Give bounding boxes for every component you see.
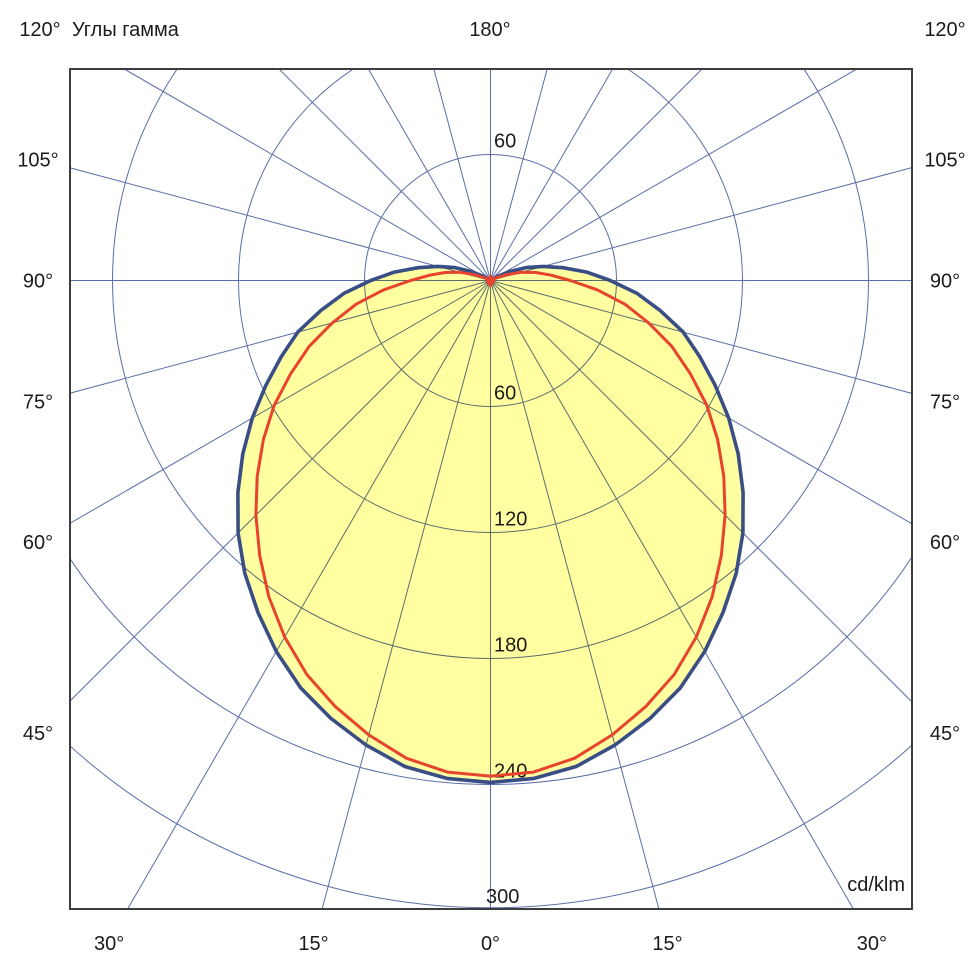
grid-ray (490, 280, 912, 394)
gamma-label-right: 75° (930, 392, 960, 414)
gamma-label-bottom: 15° (298, 933, 328, 955)
grid-ray (490, 69, 858, 281)
grid-ray (70, 280, 491, 394)
radial-tick-label: 240 (494, 761, 527, 783)
intensity-curve-red (254, 270, 727, 778)
gamma-label-right: 60° (930, 532, 960, 554)
gamma-label-top-left: 120° (19, 19, 61, 41)
grid-ray (490, 69, 548, 281)
grid-ray (433, 69, 491, 281)
unit-label: cd/klm (847, 874, 905, 896)
gamma-label-left: 60° (23, 532, 53, 554)
gamma-label-top-right: 120° (924, 19, 966, 41)
radial-tick-label: 300 (486, 886, 519, 908)
gamma-label-bottom: 30° (94, 933, 124, 955)
gamma-label-bottom: 0° (481, 933, 500, 955)
radial-tick-label: 180 (494, 635, 527, 657)
gamma-label-left: 105° (17, 149, 58, 171)
grid-ray (490, 69, 703, 281)
beam-area-fill (237, 266, 744, 783)
grid-ray (278, 69, 491, 281)
gamma-label-right: 105° (924, 149, 965, 171)
radial-tick-label: 60 (494, 383, 516, 405)
gamma-label-bottom: 30° (857, 933, 887, 955)
grid-ray (367, 69, 491, 281)
gamma-label-right: 45° (930, 723, 960, 745)
radial-tick-label: 120 (494, 509, 527, 531)
grid-ray (490, 167, 912, 281)
gamma-label-left: 75° (23, 392, 53, 414)
radial-tick-labels: 60 60 120 180 240 300 (486, 131, 527, 909)
intensity-curve-blue (236, 264, 745, 785)
gamma-label-top-center: 180° (469, 19, 511, 41)
grid-ray (123, 69, 491, 281)
grid-ray (490, 69, 614, 281)
gamma-label-bottom: 15° (652, 933, 682, 955)
grid-ray (70, 167, 491, 281)
gamma-label-left: 90° (23, 271, 53, 293)
center-marker-diamond (485, 274, 496, 288)
gamma-label-right: 90° (930, 271, 960, 293)
radial-tick-label-upper: 60 (494, 131, 516, 153)
chart-title: Углы гамма (72, 19, 179, 41)
gamma-label-left: 45° (23, 723, 53, 745)
gamma-angle-labels: 105° 90° 75° 60° 45° 105° 90° 75° 60° 45° 30° 15° 0°… (17, 149, 965, 955)
plot-border (69, 68, 913, 910)
